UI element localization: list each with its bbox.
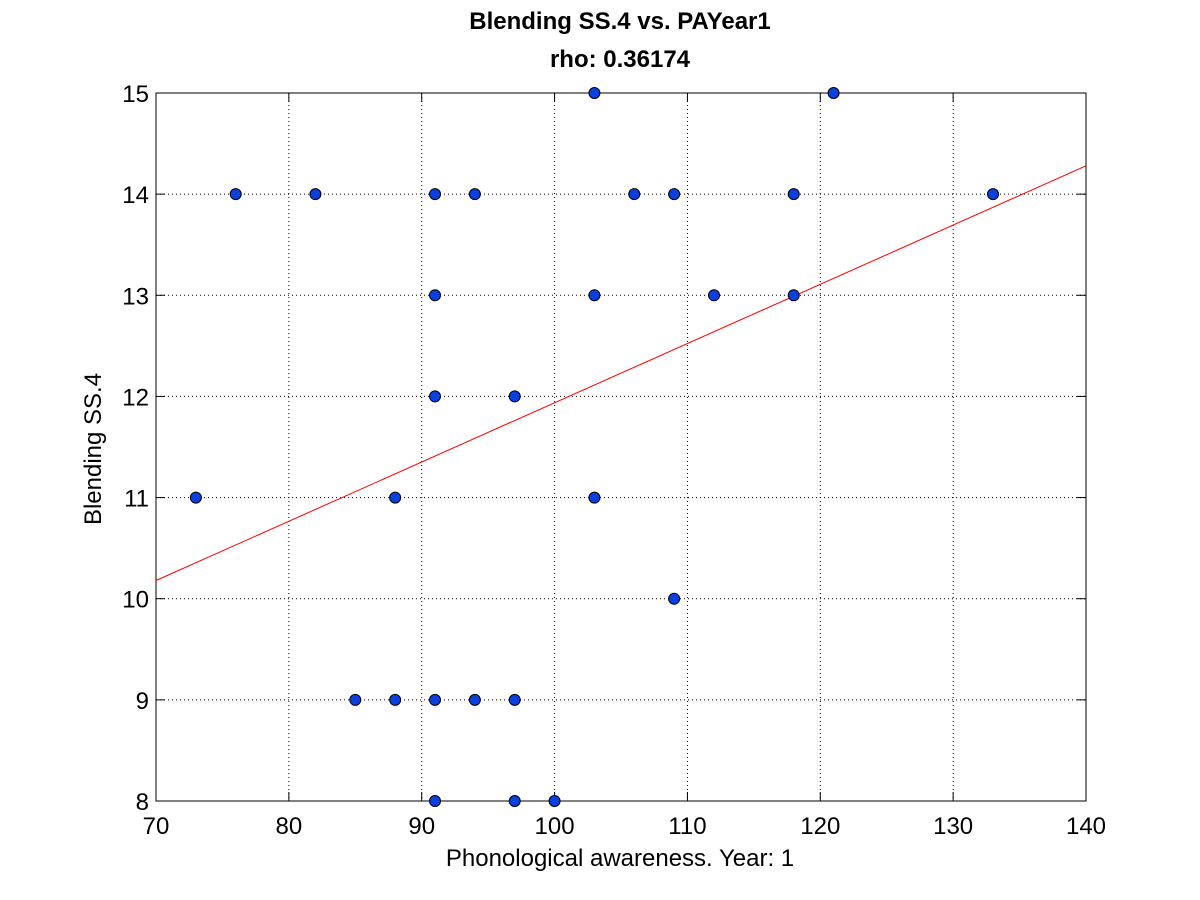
data-point	[429, 188, 441, 201]
regression-line	[155, 165, 1087, 581]
data-point	[468, 693, 481, 706]
data-point	[229, 188, 242, 201]
data-point	[588, 491, 601, 504]
x-tick-label: 70	[143, 813, 170, 840]
x-tick-label: 130	[933, 813, 973, 840]
data-points	[189, 87, 999, 807]
chart-title: Blending SS.4 vs. PAYear1	[469, 8, 770, 35]
x-tick-label: 120	[800, 813, 840, 840]
data-point	[588, 289, 601, 302]
data-point	[827, 87, 840, 99]
plot-area-frame	[155, 92, 1087, 802]
data-point	[668, 592, 681, 605]
fit-line-group	[155, 165, 1087, 581]
x-tick-label: 100	[535, 813, 575, 840]
data-point	[508, 390, 521, 403]
y-tick-label: 12	[122, 384, 149, 411]
x-tick-label: 80	[276, 813, 303, 840]
y-tick-label: 10	[122, 587, 149, 614]
data-point	[508, 795, 521, 807]
data-point	[429, 289, 441, 302]
data-point	[548, 795, 561, 807]
data-point	[389, 693, 402, 706]
data-point	[389, 491, 402, 504]
y-tick-label: 8	[136, 789, 149, 816]
axis-ticks: 70 80 90 100 110 120 130 140 8 9 10 11 12 13 14 15	[122, 81, 1106, 840]
data-point	[987, 188, 999, 201]
y-tick-label: 14	[122, 182, 149, 209]
x-tick-label: 140	[1066, 813, 1106, 840]
data-point	[429, 795, 441, 807]
chart-subtitle: rho: 0.36174	[550, 46, 691, 73]
y-tick-label: 13	[122, 283, 149, 310]
data-point	[429, 693, 441, 706]
data-point	[708, 289, 720, 302]
x-tick-label: 90	[408, 813, 435, 840]
data-point	[349, 693, 362, 706]
data-point	[668, 188, 681, 201]
x-tick-label: 110	[668, 813, 706, 840]
grid-lines	[156, 93, 1086, 801]
data-point	[468, 188, 481, 201]
y-tick-label: 9	[136, 688, 149, 715]
y-tick-label: 15	[122, 81, 149, 108]
data-point	[189, 491, 202, 504]
data-point	[787, 289, 800, 302]
y-axis-label: Blending SS.4	[80, 373, 107, 525]
data-point	[508, 693, 521, 706]
x-axis-label: Phonological awareness. Year: 1	[446, 845, 794, 872]
data-point	[628, 188, 641, 201]
data-point	[787, 188, 800, 201]
data-point	[588, 87, 601, 99]
data-point	[309, 188, 322, 201]
y-tick-label: 11	[124, 486, 149, 513]
data-point	[429, 390, 441, 403]
